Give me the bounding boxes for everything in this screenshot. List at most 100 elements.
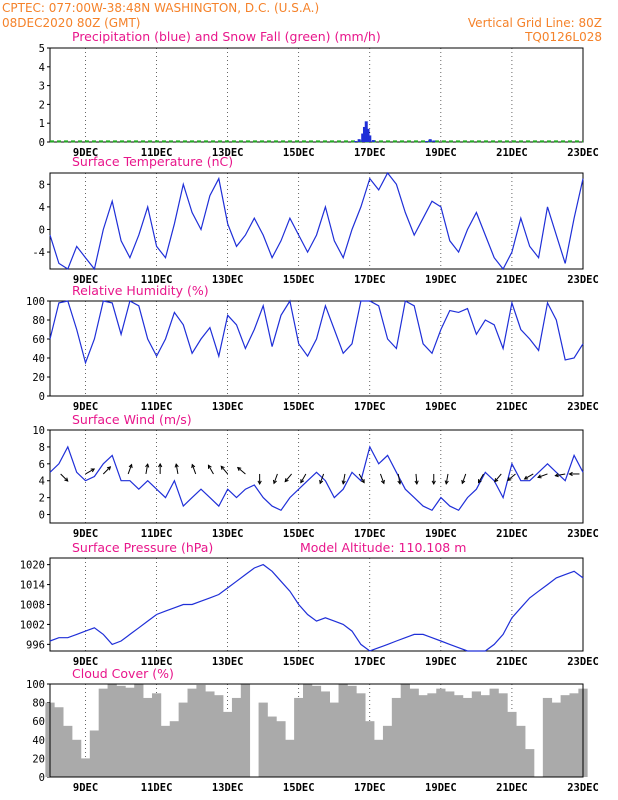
- rh-x-tick-label: 11DEC: [141, 401, 173, 413]
- cloud-bar: [391, 697, 402, 777]
- cloud-bar: [231, 697, 242, 777]
- cloud-x-tick-label: 11DEC: [141, 782, 173, 794]
- cloud-x-tick-label: 9DEC: [73, 782, 98, 794]
- precip-frame: [49, 47, 584, 143]
- precip-x-tick-label: 15DEC: [283, 147, 315, 159]
- pressure-series-line: [49, 563, 584, 652]
- precip-x-tick-label: 17DEC: [354, 147, 386, 159]
- cloud-y-tick-label: 40: [32, 735, 45, 747]
- precip-x-tick-label: 13DEC: [212, 147, 244, 159]
- temp-panel: 9DEC 11DEC 13DEC 15DEC 17DEC 19DEC 21DEC 23DEC -…: [32, 171, 599, 286]
- cloud-bar: [338, 684, 348, 777]
- cloud-bar: [400, 684, 410, 777]
- wind-arrow: [524, 473, 534, 480]
- cloud-bar: [134, 684, 144, 777]
- cloud-bar: [418, 695, 428, 777]
- wind-arrow-head: [494, 478, 499, 483]
- cloud-bar: [516, 725, 526, 777]
- precip-bar: [432, 140, 436, 142]
- wind-frame: [49, 429, 584, 524]
- wind-arrow-head: [272, 479, 277, 485]
- wind-arrow-head: [207, 464, 212, 469]
- precip-bar: [368, 135, 372, 142]
- pressure-x-tick-label: 17DEC: [354, 656, 386, 668]
- cloud-y-tick-label: 80: [32, 698, 45, 710]
- precip-x-tick-label: 11DEC: [141, 147, 173, 159]
- cloud-bar: [143, 697, 153, 777]
- wind-series-line: [49, 445, 584, 512]
- cloud-bar: [54, 707, 64, 777]
- wind-arrow: [273, 473, 278, 484]
- cloud-bar: [302, 684, 313, 777]
- precip-bar: [361, 133, 365, 142]
- precip-x-tick-label: 9DEC: [73, 147, 98, 159]
- pressure-title: Surface Pressure (hPa): [72, 540, 213, 555]
- cloud-bar: [311, 685, 322, 777]
- cloud-bar: [178, 702, 188, 777]
- precip-bar: [364, 121, 368, 142]
- pressure-x-tick-label: 9DEC: [73, 656, 98, 668]
- wind-arrow-head: [174, 463, 179, 468]
- temp-frame: [49, 172, 584, 270]
- precip-bar: [362, 126, 366, 142]
- temp-x-tick-label: 13DEC: [212, 274, 244, 286]
- wind-arrow: [102, 466, 111, 475]
- precip-y-tick-label: 2: [39, 99, 45, 111]
- wind-arrow: [127, 464, 133, 475]
- precip-bar: [366, 128, 370, 142]
- pressure-frame: [49, 557, 584, 652]
- header-model-id: TQ0126L028: [524, 30, 602, 44]
- temp-y-tick-label: 4: [39, 202, 45, 214]
- cloud-bar: [89, 730, 100, 777]
- temp-x-tick-label: 9DEC: [73, 274, 98, 286]
- cloud-bar: [365, 721, 375, 777]
- cloud-x-tick-label: 21DEC: [496, 782, 528, 794]
- cloud-y-tick-label: 20: [32, 753, 45, 765]
- rh-x-tick-label: 13DEC: [212, 401, 244, 413]
- precip-y-tick-label: 5: [39, 43, 45, 55]
- wind-arrow-head: [380, 479, 385, 485]
- cloud-bar: [169, 721, 179, 777]
- pressure-y-tick-label: 996: [26, 639, 45, 651]
- wind-arrow-head: [128, 463, 133, 469]
- cloud-bar: [507, 711, 517, 777]
- pressure-panel: 9DEC 11DEC 13DEC 15DEC 17DEC 19DEC 21DEC 23DEC 9…: [20, 557, 599, 668]
- wind-arrow-head: [64, 477, 69, 482]
- wind-arrow-head: [431, 480, 436, 486]
- rh-panel: 9DEC 11DEC 13DEC 15DEC 17DEC 19DEC 21DEC 23DEC 0…: [26, 296, 599, 413]
- pressure-x-tick-label: 13DEC: [212, 656, 244, 668]
- rh-y-tick-label: 20: [32, 372, 45, 384]
- cloud-bar: [294, 697, 304, 777]
- pressure-x-tick-label: 23DEC: [567, 656, 599, 668]
- wind-arrow: [507, 473, 516, 481]
- temp-x-tick-label: 11DEC: [141, 274, 173, 286]
- wind-x-tick-label: 21DEC: [496, 528, 528, 540]
- cloud-title: Cloud Cover (%): [72, 666, 174, 681]
- cloud-y-tick-label: 60: [32, 716, 45, 728]
- wind-arrow-head: [461, 479, 466, 485]
- cloud-bar: [462, 697, 473, 777]
- precip-y-tick-label: 3: [39, 81, 45, 93]
- wind-x-tick-label: 15DEC: [283, 528, 315, 540]
- cloud-bar: [329, 702, 339, 777]
- wind-arrow: [478, 473, 484, 483]
- wind-title: Surface Wind (m/s): [72, 412, 192, 427]
- temp-x-tick-label: 17DEC: [354, 274, 386, 286]
- pressure-y-tick-label: 1002: [20, 619, 45, 631]
- cloud-y-tick-label: 100: [26, 679, 45, 691]
- cloud-bar: [542, 697, 553, 777]
- rh-y-tick-label: 80: [32, 315, 45, 327]
- wind-arrow-head: [523, 475, 529, 480]
- temp-series-line: [49, 171, 584, 271]
- cloud-bar: [498, 693, 508, 777]
- wind-x-tick-label: 9DEC: [73, 528, 98, 540]
- wind-arrow: [461, 473, 467, 484]
- cloud-bar: [427, 693, 437, 777]
- precip-bar: [357, 139, 361, 142]
- wind-arrow: [220, 465, 229, 475]
- cloud-bar: [454, 695, 464, 777]
- cloud-bar: [116, 685, 126, 777]
- wind-arrow-head: [284, 478, 289, 483]
- pressure-y-tick-label: 1008: [20, 600, 45, 612]
- cloud-bar: [205, 691, 215, 777]
